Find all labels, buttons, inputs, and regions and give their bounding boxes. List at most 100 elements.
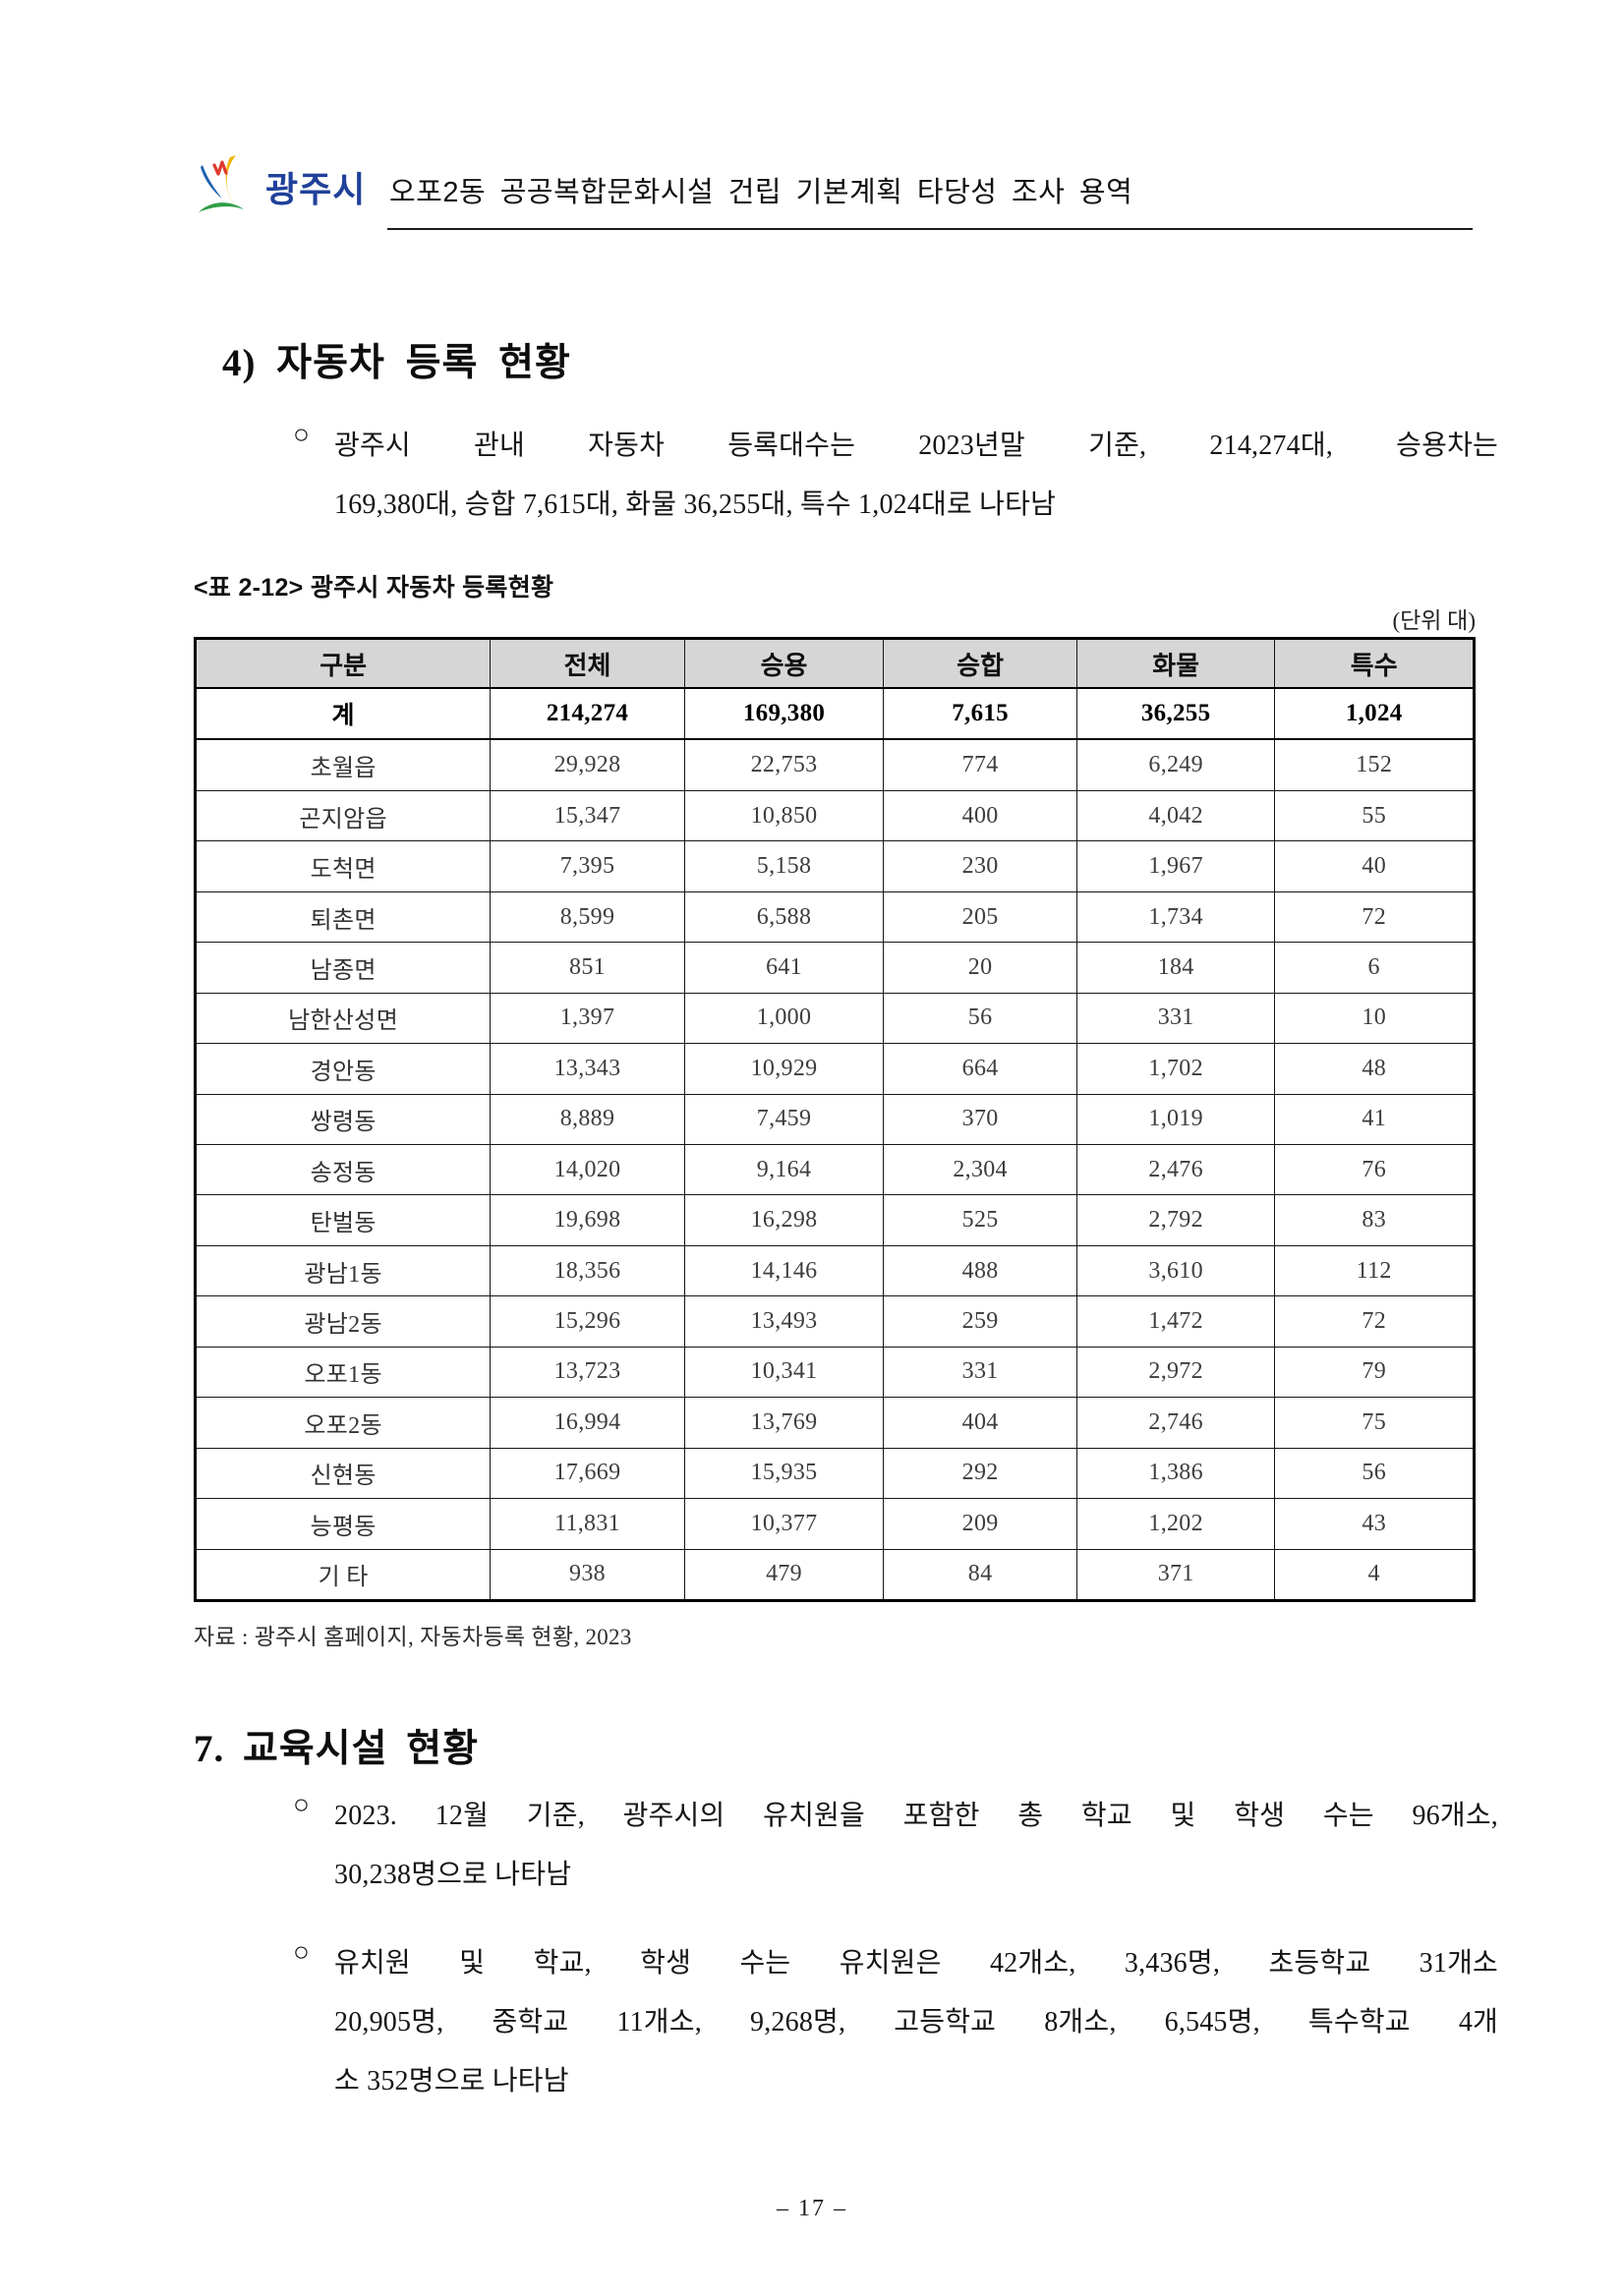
row-value: 112 (1274, 1244, 1475, 1297)
row-label: 기 타 (194, 1548, 492, 1601)
row-label: 곤지암읍 (194, 789, 492, 842)
column-header: 특수 (1274, 638, 1475, 689)
table-row: 기 타 938 479 84 371 4 (194, 1548, 1475, 1601)
gwangju-city-logo-icon (199, 155, 244, 212)
row-value: 76 (1274, 1143, 1475, 1196)
bullet-text-line: 유치원 및 학교, 학생 수는 유치원은 42개소, 3,436명, 초등학교 … (334, 1948, 1498, 1979)
table-row: 쌍령동 8,889 7,459 370 1,019 41 (194, 1093, 1475, 1146)
row-value: 14,146 (683, 1244, 885, 1297)
vehicle-table-body: 계 214,274 169,380 7,615 36,255 1,024 초월읍 29,928… (194, 687, 1475, 1601)
row-value: 1,386 (1075, 1447, 1276, 1500)
row-value: 525 (883, 1194, 1077, 1246)
row-value: 2,792 (1075, 1194, 1276, 1246)
column-header: 화물 (1075, 638, 1276, 689)
row-value: 13,723 (490, 1346, 685, 1399)
row-value: 72 (1274, 1295, 1475, 1348)
table-row: 오포1동 13,723 10,341 331 2,972 79 (194, 1346, 1475, 1399)
table-row: 도척면 7,395 5,158 230 1,967 40 (194, 840, 1475, 892)
row-value: 13,769 (683, 1397, 885, 1449)
table-row: 탄벌동 19,698 16,298 525 2,792 83 (194, 1194, 1475, 1246)
row-value: 15,296 (490, 1295, 685, 1348)
row-label: 도척면 (194, 840, 492, 892)
row-value: 851 (490, 942, 685, 994)
row-value: 14,020 (490, 1143, 685, 1196)
row-value: 664 (883, 1043, 1077, 1095)
row-value: 84 (883, 1548, 1077, 1601)
row-value: 72 (1274, 890, 1475, 944)
row-label: 퇴촌면 (194, 890, 492, 944)
row-value: 17,669 (490, 1447, 685, 1500)
row-label: 송정동 (194, 1143, 492, 1196)
row-value: 10,341 (683, 1346, 885, 1399)
table-row: 오포2동 16,994 13,769 404 2,746 75 (194, 1397, 1475, 1449)
row-value: 36,255 (1075, 687, 1276, 741)
table-unit-label: (단위 대) (1392, 608, 1476, 633)
row-value: 10,377 (683, 1498, 885, 1550)
bullet-paragraph: ○ 2023. 12월 기준, 광주시의 유치원을 포함한 총 학교 및 학생 … (293, 1787, 1498, 1905)
row-value: 55 (1274, 789, 1475, 842)
row-value: 331 (883, 1346, 1077, 1399)
table-row: 능평동 11,831 10,377 209 1,202 43 (194, 1498, 1475, 1550)
row-value: 370 (883, 1093, 1077, 1146)
row-value: 56 (883, 992, 1077, 1045)
row-label: 광남1동 (194, 1244, 492, 1297)
row-value: 4,042 (1075, 789, 1276, 842)
row-label: 쌍령동 (194, 1093, 492, 1146)
row-value: 16,994 (490, 1397, 685, 1449)
row-value: 1,000 (683, 992, 885, 1045)
row-value: 11,831 (490, 1498, 685, 1550)
row-value: 488 (883, 1244, 1077, 1297)
row-value: 2,972 (1075, 1346, 1276, 1399)
header-divider (387, 228, 1473, 230)
row-label: 능평동 (194, 1498, 492, 1550)
row-value: 18,356 (490, 1244, 685, 1297)
table-row: 광남2동 15,296 13,493 259 1,472 72 (194, 1295, 1475, 1348)
row-value: 10 (1274, 992, 1475, 1045)
row-value: 8,889 (490, 1093, 685, 1146)
row-value: 20 (883, 942, 1077, 994)
row-value: 22,753 (683, 738, 885, 791)
section-heading-education-facilities: 7. 교육시설 현황 (194, 1728, 480, 1770)
column-header: 승용 (683, 638, 885, 689)
document-header-title: 오포2동 공공복합문화시설 건립 기본계획 타당성 조사 용역 (389, 177, 1133, 208)
bullet-text-line: 20,905명, 중학교 11개소, 9,268명, 고등학교 8개소, 6,5… (334, 2007, 1498, 2038)
row-label: 계 (194, 687, 492, 741)
row-value: 29,928 (490, 738, 685, 791)
bullet-paragraph: ○ 광주시 관내 자동차 등록대수는 2023년말 기준, 214,274대, … (293, 417, 1498, 535)
row-value: 292 (883, 1447, 1077, 1500)
row-value: 40 (1274, 840, 1475, 892)
column-header: 전체 (490, 638, 685, 689)
table-row: 계 214,274 169,380 7,615 36,255 1,024 (194, 687, 1475, 741)
row-label: 남종면 (194, 942, 492, 994)
row-value: 1,019 (1075, 1093, 1276, 1146)
row-label: 경안동 (194, 1043, 492, 1095)
row-value: 230 (883, 840, 1077, 892)
row-value: 79 (1274, 1346, 1475, 1399)
row-label: 탄벌동 (194, 1194, 492, 1246)
row-label: 남한산성면 (194, 992, 492, 1045)
row-value: 259 (883, 1295, 1077, 1348)
row-value: 1,702 (1075, 1043, 1276, 1095)
row-value: 331 (1075, 992, 1276, 1045)
row-value: 6,588 (683, 890, 885, 944)
table-source-note: 자료 : 광주시 홈페이지, 자동차등록 현황, 2023 (194, 1625, 632, 1649)
row-value: 2,304 (883, 1143, 1077, 1196)
row-value: 10,850 (683, 789, 885, 842)
column-header: 구분 (194, 638, 492, 689)
table-row: 광남1동 18,356 14,146 488 3,610 112 (194, 1244, 1475, 1297)
table-row: 경안동 13,343 10,929 664 1,702 48 (194, 1043, 1475, 1095)
row-value: 209 (883, 1498, 1077, 1550)
row-value: 2,746 (1075, 1397, 1276, 1449)
bullet-text-line: 소 352명으로 나타남 (334, 2066, 569, 2096)
table-row: 남한산성면 1,397 1,000 56 331 10 (194, 992, 1475, 1045)
row-value: 6 (1274, 942, 1475, 994)
logo-text: 광주시 (265, 169, 367, 209)
row-label: 초월읍 (194, 738, 492, 791)
row-value: 1,967 (1075, 840, 1276, 892)
row-value: 75 (1274, 1397, 1475, 1449)
bullet-circle-icon: ○ (293, 420, 310, 450)
table-header-row: 구분 전체 승용 승합 화물 특수 (194, 638, 1475, 689)
row-value: 6,249 (1075, 738, 1276, 791)
row-value: 3,610 (1075, 1244, 1276, 1297)
row-value: 641 (683, 942, 885, 994)
